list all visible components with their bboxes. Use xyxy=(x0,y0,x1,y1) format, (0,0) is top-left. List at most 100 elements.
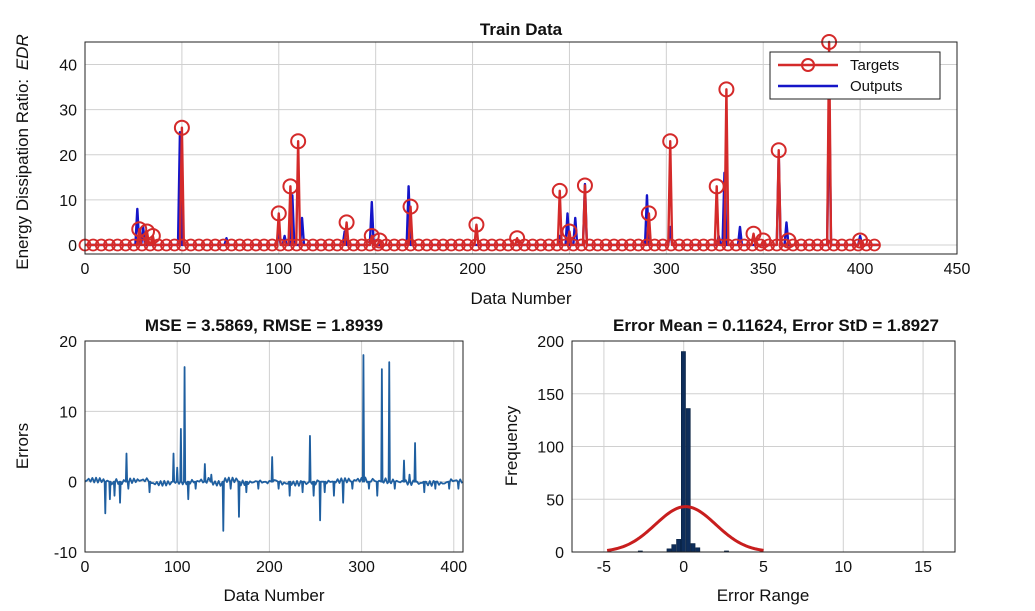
y-tick-label: 20 xyxy=(59,334,77,351)
target-marker xyxy=(640,238,653,252)
legend-targets-label: Targets xyxy=(850,57,899,74)
target-marker xyxy=(509,238,523,252)
target-marker xyxy=(509,230,526,247)
target-marker xyxy=(404,238,417,252)
target-marker xyxy=(778,238,792,252)
y-tick-label: 150 xyxy=(537,387,564,404)
grid xyxy=(85,341,463,552)
target-marker xyxy=(851,238,865,252)
target-marker xyxy=(265,238,279,252)
y-tick-label: 200 xyxy=(537,334,564,351)
target-marker xyxy=(173,119,190,136)
axes-box xyxy=(84,340,464,553)
target-marker xyxy=(402,198,419,215)
target-marker xyxy=(339,238,352,252)
target-marker xyxy=(200,238,214,252)
x-tick-label: 200 xyxy=(459,261,486,278)
target-marker xyxy=(216,238,230,252)
x-tick-label: 400 xyxy=(440,559,467,576)
x-tick-label: 400 xyxy=(847,261,874,278)
target-marker xyxy=(143,238,157,252)
target-marker xyxy=(111,238,124,252)
x-tick-label: 10 xyxy=(834,559,852,576)
y-tick-label: 100 xyxy=(537,440,564,457)
target-marker xyxy=(270,205,287,222)
y-tick-label: 0 xyxy=(68,475,77,492)
tick-labels: 0 50 100 150 200 250 300 350 400 450 0 10 20 30 40 xyxy=(59,58,970,278)
y-tick-label: 40 xyxy=(59,58,77,75)
histogram-bar xyxy=(681,351,686,553)
target-marker xyxy=(576,177,593,194)
target-marker xyxy=(144,227,161,244)
target-marker xyxy=(452,238,466,252)
target-marker xyxy=(762,238,776,252)
target-marker xyxy=(412,238,426,252)
target-marker xyxy=(607,238,621,252)
target-marker xyxy=(802,238,816,252)
chart-title: Train Data xyxy=(480,20,563,39)
y-axis-label-symbol: EDR xyxy=(13,34,32,70)
target-marker xyxy=(718,81,735,98)
target-marker xyxy=(159,238,173,252)
legend-targets-marker xyxy=(801,58,815,72)
errors-line xyxy=(84,354,463,532)
target-marker xyxy=(575,238,588,252)
target-marker xyxy=(615,238,629,252)
legend-outputs-label: Outputs xyxy=(850,78,903,95)
target-marker xyxy=(330,238,344,252)
target-marker xyxy=(322,238,336,252)
target-marker xyxy=(444,238,458,252)
target-marker xyxy=(436,238,450,252)
target-marker xyxy=(827,238,841,252)
histogram-bar xyxy=(685,408,691,553)
target-marker xyxy=(273,238,287,252)
x-tick-label: 100 xyxy=(265,261,292,278)
target-marker xyxy=(542,238,556,252)
target-marker xyxy=(794,238,808,252)
y-axis-label: Frequency xyxy=(502,405,521,486)
histogram-bar xyxy=(676,539,682,553)
histogram-bar xyxy=(695,547,701,553)
target-marker xyxy=(566,238,580,252)
target-marker xyxy=(868,238,881,252)
target-marker xyxy=(662,133,679,150)
y-axis-label: Errors xyxy=(13,423,32,469)
target-marker xyxy=(526,238,540,252)
plot-area xyxy=(85,341,463,552)
target-marker xyxy=(94,238,108,252)
target-marker xyxy=(469,238,483,252)
target-marker xyxy=(551,182,568,199)
x-tick-label: 350 xyxy=(750,261,777,278)
target-marker xyxy=(298,238,312,252)
target-marker xyxy=(835,238,849,252)
target-marker xyxy=(729,238,743,252)
x-tick-label: 250 xyxy=(556,261,583,278)
target-marker xyxy=(755,232,772,249)
target-marker xyxy=(233,238,247,252)
x-tick-label: 300 xyxy=(348,559,375,576)
series-layer xyxy=(78,34,881,252)
y-axis-label: Energy Dissipation Ratio: EDR xyxy=(13,34,32,270)
target-marker xyxy=(241,238,255,252)
target-marker xyxy=(290,238,304,252)
y-tick-label: 50 xyxy=(546,492,564,509)
target-marker xyxy=(477,238,491,252)
target-marker xyxy=(396,238,409,252)
histogram-bar xyxy=(671,544,677,553)
chart-title: MSE = 3.5869, RMSE = 1.8939 xyxy=(145,316,383,335)
target-marker xyxy=(176,238,190,252)
target-marker xyxy=(485,238,499,252)
target-marker xyxy=(282,178,299,195)
target-marker xyxy=(599,238,613,252)
y-tick-label: 10 xyxy=(59,404,77,421)
target-marker xyxy=(208,238,222,252)
legend: Targets Outputs xyxy=(769,51,941,100)
x-tick-label: 5 xyxy=(759,559,768,576)
target-marker xyxy=(697,238,710,252)
target-marker xyxy=(306,238,320,252)
y-tick-label: 0 xyxy=(68,238,77,255)
